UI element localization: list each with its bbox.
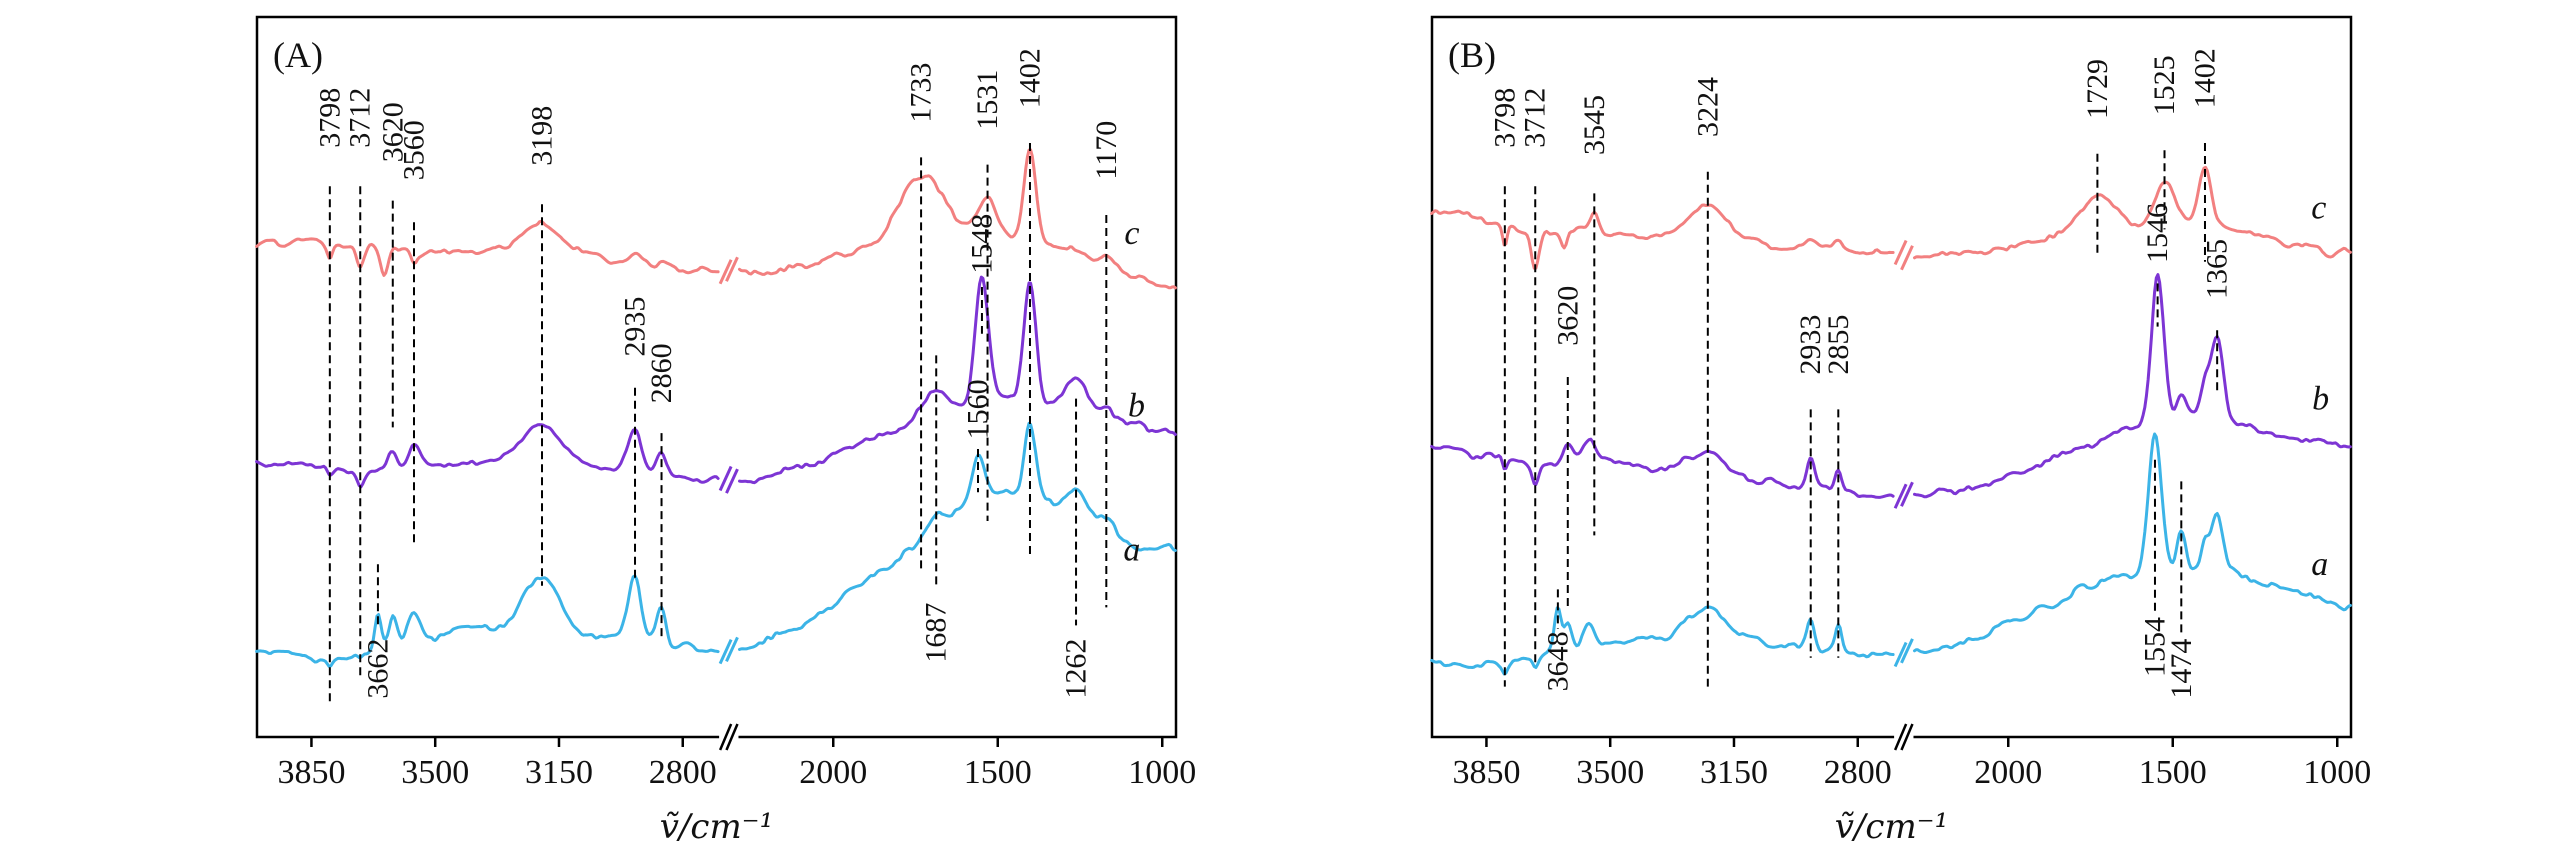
- x-tick-label: 3150: [525, 754, 593, 791]
- curve-a-left: [255, 574, 720, 668]
- curve-break-slash: [1893, 239, 1908, 266]
- annotation-label-3224: 3224: [1691, 77, 1724, 137]
- panel-letter: (B): [1448, 35, 1496, 75]
- curve-break-slash: [725, 636, 739, 663]
- annotation-label-1402: 1402: [2188, 48, 2221, 108]
- curve-b-left: [255, 423, 720, 489]
- x-axis-label: ṽ/cm⁻¹: [1835, 807, 1949, 847]
- curve-a-left: [1430, 605, 1895, 676]
- axis-break-slash: [725, 723, 739, 751]
- annotation-label-3620: 3620: [1551, 286, 1584, 346]
- annotation-label-1365: 1365: [2201, 239, 2234, 299]
- series-label-c: c: [2311, 190, 2326, 227]
- annotation-label-1546: 1546: [2141, 203, 2174, 263]
- axis-break-slash: [1900, 723, 1914, 751]
- curve-break-slash: [725, 256, 739, 282]
- annotation-label-3798: 3798: [313, 88, 346, 148]
- series-label-b: b: [1128, 388, 1145, 425]
- curve-break-slash: [718, 639, 733, 665]
- annotation-label-1170: 1170: [1090, 121, 1123, 180]
- annotation-label-3662: 3662: [361, 639, 394, 699]
- curve-c-right: [738, 148, 1177, 290]
- x-tick-label: 1000: [1128, 754, 1196, 791]
- curve-break-slash: [1900, 245, 1914, 271]
- annotation-label-1548: 1548: [965, 214, 998, 274]
- series-label-a: a: [1123, 532, 1140, 569]
- annotation-label-1474: 1474: [2165, 639, 2198, 699]
- curve-a-right: [738, 421, 1177, 651]
- x-tick-label: 1500: [964, 754, 1032, 791]
- plot-frame: [255, 15, 1178, 739]
- curve-b-right: [738, 275, 1177, 485]
- axis-break-gap: [1894, 731, 1914, 743]
- curve-break-slash: [1900, 481, 1914, 507]
- annotation-label-1687: 1687: [920, 603, 953, 663]
- x-axis-label: ṽ/cm⁻¹: [660, 807, 774, 847]
- annotation-label-2860: 2860: [645, 343, 678, 403]
- annotation-label-3798: 3798: [1488, 88, 1521, 148]
- x-tick-label: 3150: [1700, 754, 1768, 791]
- x-tick-label: 2000: [799, 754, 867, 791]
- annotation-label-2855: 2855: [1822, 315, 1855, 375]
- x-tick-label: 2800: [1824, 754, 1892, 791]
- curve-c-left: [1430, 203, 1895, 270]
- annotation-label-3560: 3560: [397, 120, 430, 180]
- annotation-label-1554: 1554: [2138, 617, 2171, 677]
- plot-frame: [1430, 15, 2353, 739]
- curve-b-right: [1913, 273, 2352, 499]
- annotation-label-3198: 3198: [526, 106, 559, 166]
- annotation-label-2935: 2935: [619, 297, 652, 357]
- series-label-b: b: [2312, 380, 2329, 417]
- annotation-label-3712: 3712: [1519, 88, 1552, 148]
- x-tick-label: 3500: [1576, 754, 1644, 791]
- annotation-label-1402: 1402: [1013, 48, 1046, 108]
- axis-break-slash: [718, 723, 733, 751]
- axis-break-gap: [719, 731, 739, 743]
- series-label-a: a: [2311, 546, 2328, 583]
- x-tick-label: 1500: [2139, 754, 2207, 791]
- annotation-label-2933: 2933: [1794, 315, 1827, 375]
- curve-break-slash: [1893, 641, 1908, 668]
- curve-a-right: [1913, 432, 2352, 654]
- annotation-label-3712: 3712: [344, 88, 377, 148]
- annotation-label-1262: 1262: [1060, 639, 1093, 699]
- x-tick-label: 1000: [2303, 754, 2371, 791]
- x-tick-label: 3500: [401, 754, 469, 791]
- annotation-label-3620: 3620: [376, 102, 409, 162]
- annotation-label-3648: 3648: [1541, 631, 1574, 691]
- annotation-label-1531: 1531: [971, 70, 1004, 130]
- curve-break-slash: [718, 465, 733, 492]
- annotation-label-1729: 1729: [2081, 59, 2114, 119]
- x-tick-label: 2800: [649, 754, 717, 791]
- series-label-c: c: [1124, 215, 1139, 252]
- annotation-label-1525: 1525: [2148, 55, 2181, 115]
- curve-break-slash: [1893, 483, 1908, 509]
- annotation-label-1560: 1560: [962, 379, 995, 439]
- annotation-label-3545: 3545: [1578, 95, 1611, 155]
- curve-break-slash: [718, 259, 733, 285]
- curve-c-right: [1913, 165, 2352, 260]
- x-tick-label: 3850: [277, 754, 345, 791]
- annotation-label-1733: 1733: [905, 63, 938, 123]
- curve-break-slash: [725, 468, 739, 494]
- panel-B: 3850 3500 3150 2800 2000 1500 1000 ṽ/cm⁻¹ (B) c b a…: [1430, 15, 2371, 847]
- x-tick-label: 2000: [1974, 754, 2042, 791]
- curve-break-slash: [1900, 638, 1914, 664]
- x-tick-label: 3850: [1452, 754, 1520, 791]
- panel-A: 3850 3500 3150 2800 2000 1500 1000 ṽ/cm⁻¹ (A) c b a…: [255, 15, 1196, 847]
- panel-letter: (A): [273, 35, 323, 75]
- axis-break-slash: [1893, 723, 1908, 751]
- curve-b-left: [1430, 437, 1895, 499]
- curve-c-left: [255, 219, 720, 277]
